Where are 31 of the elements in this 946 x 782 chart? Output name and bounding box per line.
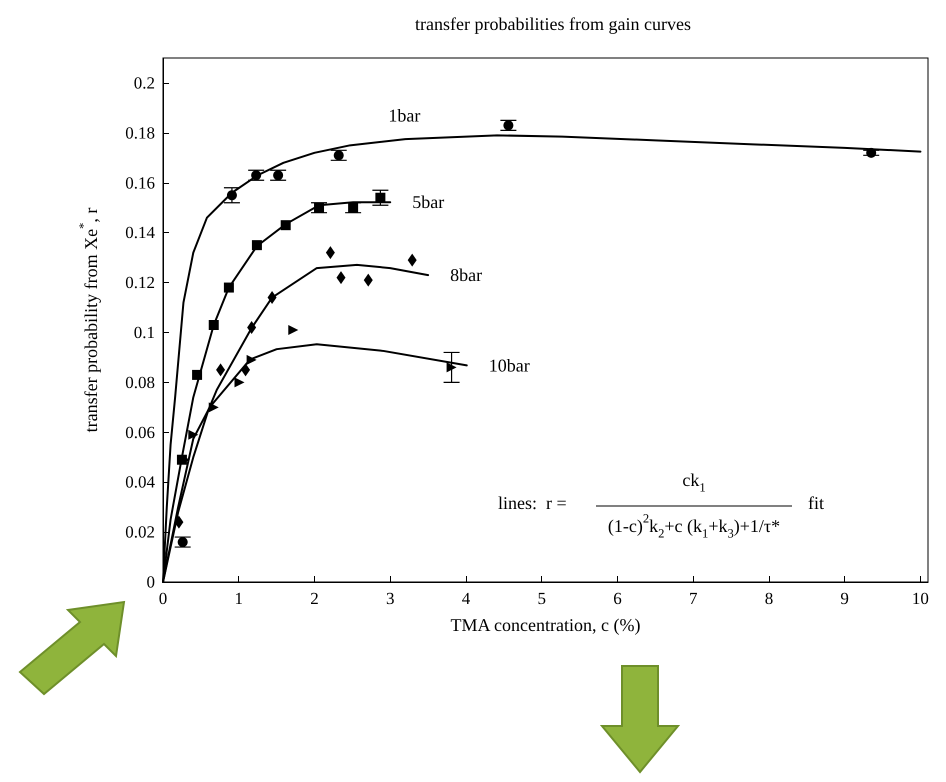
x-tick-label: 7 <box>688 589 698 608</box>
x-tick-label: 5 <box>537 589 546 608</box>
y-tick-label: 0 <box>146 572 155 592</box>
y-tick-label: 0.12 <box>125 273 155 292</box>
x-tick-label: 1 <box>234 589 243 608</box>
series-label: 10bar <box>488 355 530 376</box>
y-tick-label: 0.08 <box>125 372 155 392</box>
x-tick-label: 0 <box>158 589 168 608</box>
x-tick-label: 6 <box>613 589 622 608</box>
y-tick-label: 0.1 <box>134 322 155 342</box>
y-tick-label: 0.18 <box>125 123 155 142</box>
series-label: 5bar <box>412 192 444 212</box>
x-tick-label: 2 <box>310 589 319 608</box>
x-tick-label: 9 <box>840 589 849 608</box>
annotation: lines: r = <box>498 493 567 513</box>
x-tick-label: 3 <box>386 589 394 608</box>
x-tick-label: 8 <box>764 589 774 608</box>
y-tick-label: 0.02 <box>125 522 155 542</box>
y-tick-label: 0.16 <box>125 173 155 192</box>
x-tick-label: 4 <box>462 589 471 608</box>
series-label: 8bar <box>450 265 482 286</box>
y-axis-title: transfer probability from Xe*, r <box>76 208 101 432</box>
y-tick-label: 0.14 <box>125 223 156 242</box>
x-tick-label: 10 <box>912 589 929 608</box>
x-axis-title: TMA concentration, c (%) <box>450 615 640 635</box>
y-tick-label: 0.2 <box>134 73 155 92</box>
chart-title: transfer probabilities from gain curves <box>415 14 691 34</box>
annotation: fit <box>808 493 824 513</box>
y-tick-label: 0.06 <box>125 422 155 442</box>
y-tick-label: 0.04 <box>125 472 156 492</box>
series-label: 1bar <box>388 106 420 126</box>
